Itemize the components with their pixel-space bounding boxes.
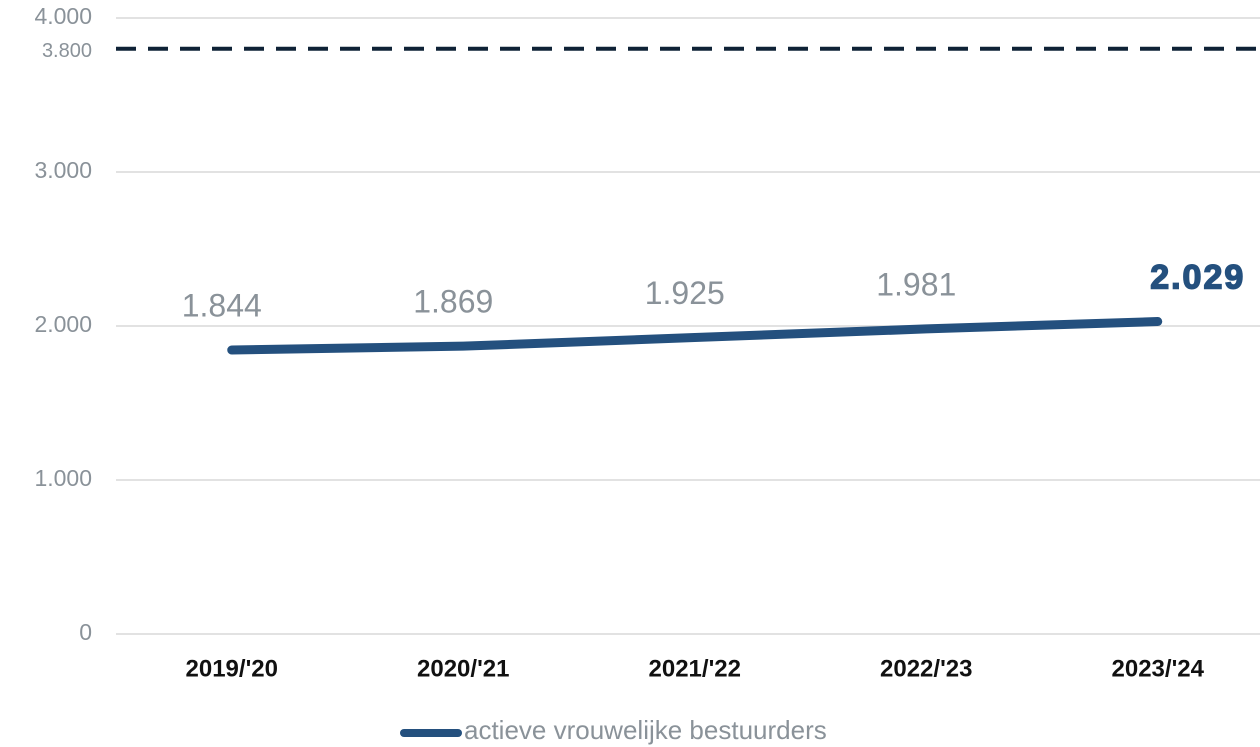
y-tick-label: 3.000 <box>34 157 92 183</box>
x-tick-label: 2022/'23 <box>880 655 972 682</box>
data-label: 1.844 <box>182 287 262 323</box>
line <box>227 317 1163 355</box>
y-tick-label: 4.000 <box>34 3 92 29</box>
legend-label: actieve vrouwelijke bestuurders <box>464 715 827 745</box>
x-tick-label: 2020/'21 <box>417 655 509 682</box>
data-label: 1.925 <box>645 275 725 311</box>
y-tick-label: 2.000 <box>34 311 92 337</box>
y-tick-label: 1.000 <box>34 465 92 491</box>
x-tick-label: 2019/'20 <box>186 655 278 682</box>
x-tick-label: 2023/'24 <box>1112 655 1205 682</box>
y-tick-label: 0 <box>79 619 92 645</box>
data-label: 1.869 <box>413 284 493 320</box>
x-tick-label: 2021/'22 <box>649 655 741 682</box>
data-label: 2.029 <box>1150 259 1245 297</box>
reference-label: 3.800 <box>42 40 92 62</box>
data-label: 1.981 <box>876 266 956 302</box>
